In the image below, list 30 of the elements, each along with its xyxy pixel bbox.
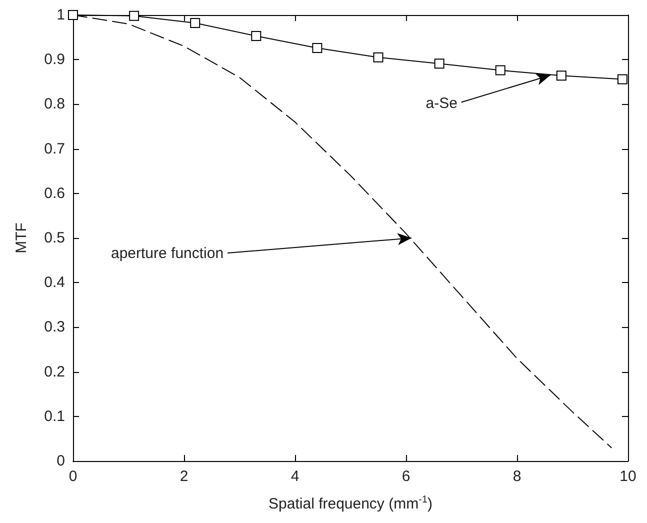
y-tick-label: 0.1 xyxy=(44,408,65,425)
x-tick-label: 6 xyxy=(402,468,410,485)
y-tick-label: 0.8 xyxy=(44,96,65,113)
point xyxy=(129,10,140,21)
x-tick-label: 2 xyxy=(180,468,188,485)
annotation: a-Se xyxy=(426,94,458,112)
x-tick-label: 4 xyxy=(290,468,300,485)
y-tick-label: 0.9 xyxy=(44,51,65,68)
y-tick-label: 1 xyxy=(56,6,65,24)
point xyxy=(556,70,566,81)
point xyxy=(312,43,322,54)
y-tick-label: 0.5 xyxy=(44,230,65,246)
x-tick-label: 0 xyxy=(68,468,78,485)
point xyxy=(617,74,628,84)
point xyxy=(495,65,506,76)
y-tick-label: 0.2 xyxy=(44,363,65,380)
point xyxy=(190,18,200,28)
y-tick-label: 0.7 xyxy=(44,140,65,158)
y-tick-label: 0.4 xyxy=(44,274,65,292)
point xyxy=(251,30,262,41)
y-tick-label: 0.6 xyxy=(44,184,65,202)
point xyxy=(373,52,384,62)
annotation: aperture function xyxy=(110,244,224,262)
y-tick-label: 0.3 xyxy=(44,318,65,336)
y-axis-title: MTF xyxy=(13,222,30,254)
point xyxy=(68,10,78,20)
x-tick-label: 8 xyxy=(512,468,522,485)
point xyxy=(434,58,444,69)
x-tick-label: 10 xyxy=(620,468,636,485)
y-tick-label: 0 xyxy=(56,452,65,470)
